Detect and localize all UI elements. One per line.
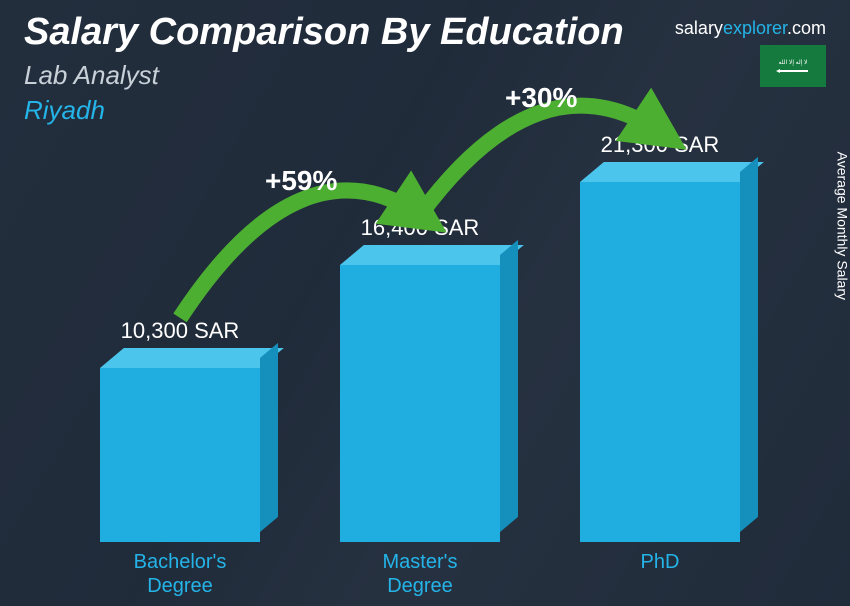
svg-text:لا إله إلا الله: لا إله إلا الله [779, 59, 808, 66]
y-axis-label: Average Monthly Salary [834, 152, 850, 300]
brand: salaryexplorer.com لا إله إلا الله [675, 18, 826, 87]
flag-icon: لا إله إلا الله [760, 45, 826, 87]
chart-title: Salary Comparison By Education [24, 12, 624, 54]
bar-category-label: Bachelor'sDegree [100, 550, 260, 598]
increase-label: +30% [505, 82, 577, 114]
bar-category-label: PhD [580, 550, 740, 574]
brand-text: salaryexplorer.com [675, 18, 826, 39]
increase-arrow [60, 122, 780, 542]
brand-suffix: .com [787, 18, 826, 38]
bar-chart: 10,300 SARBachelor'sDegree16,400 SARMast… [60, 122, 780, 542]
brand-mid: explorer [723, 18, 787, 38]
brand-prefix: salary [675, 18, 723, 38]
bar-category-label: Master'sDegree [340, 550, 500, 598]
